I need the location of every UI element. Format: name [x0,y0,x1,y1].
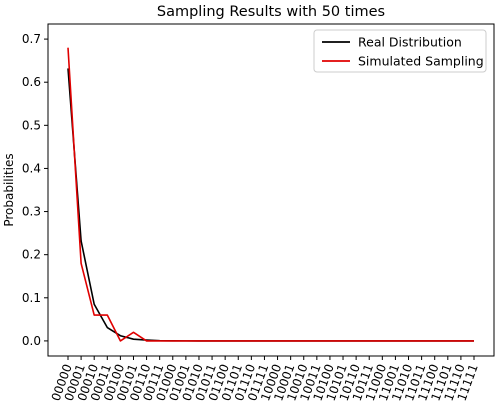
y-tick-label: 0.1 [22,291,41,305]
y-tick-label: 0.2 [22,248,41,262]
x-axis: 0000000001000100001100100001010011000111… [49,356,481,403]
series-layer [67,47,474,342]
chart-title: Sampling Results with 50 times [157,4,385,20]
legend: Real Distribution Simulated Sampling [313,29,487,73]
legend-box [313,29,487,73]
y-tick-label: 0.7 [22,32,41,46]
legend-label: Real Distribution [358,35,462,50]
series-line-real-distribution [67,68,474,342]
y-tick-label: 0.0 [22,334,41,348]
legend-label: Simulated Sampling [358,54,484,69]
y-axis-label: Probabilities [2,153,16,226]
y-axis: 0.0 0.1 0.2 0.3 0.4 0.5 0.6 0.7 [22,32,48,348]
y-tick-label: 0.5 [22,118,41,132]
y-tick-label: 0.3 [22,205,41,219]
plot-area [47,23,495,357]
y-tick-label: 0.4 [22,161,41,175]
series-line-simulated-sampling [67,47,474,342]
plot-frame [47,23,495,357]
y-tick-label: 0.6 [22,75,41,89]
